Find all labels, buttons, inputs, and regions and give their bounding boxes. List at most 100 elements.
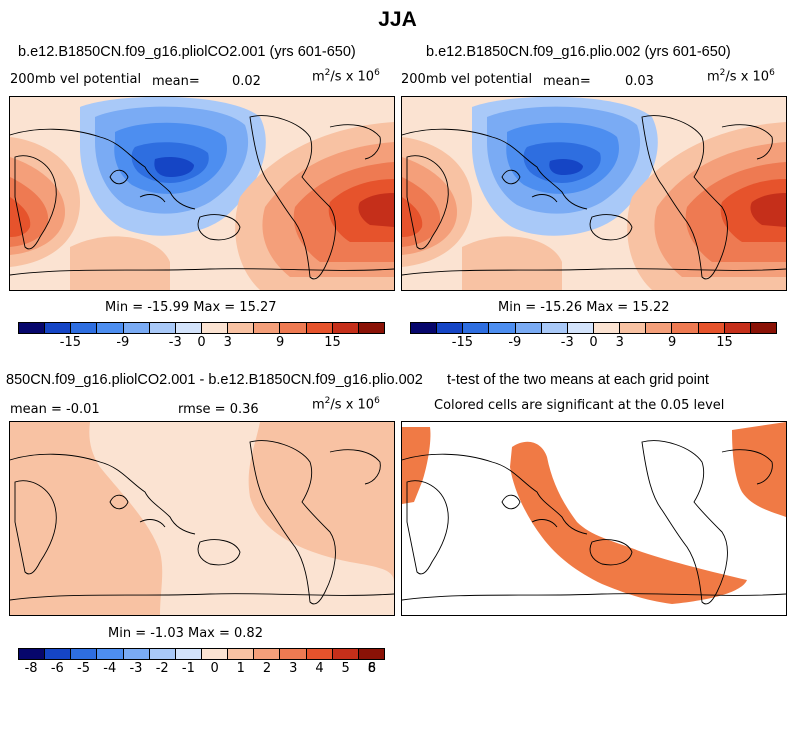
units-exp: 6 xyxy=(769,68,775,78)
panel-1-field xyxy=(10,97,394,290)
colorbar-tick-label: 6 xyxy=(367,661,377,676)
colorbar-tick-label: 0 xyxy=(210,661,219,676)
colorbar-swatch xyxy=(437,323,464,333)
colorbar-swatch xyxy=(698,323,725,333)
panel-2-title: b.e12.B1850CN.f09_g16.plio.002 (yrs 601-… xyxy=(426,44,731,60)
figure-title: JJA xyxy=(378,8,417,31)
colorbar-tick-label: 9 xyxy=(668,335,677,350)
units-tail: /s x 10 xyxy=(330,69,375,85)
colorbar-swatch xyxy=(97,323,124,333)
positive-contour xyxy=(750,193,786,227)
colorbar-tick-label: -5 xyxy=(77,661,91,676)
units-base: m xyxy=(312,397,325,413)
panel-3-map xyxy=(9,421,395,616)
colorbar-tick-label: -4 xyxy=(103,661,117,676)
colorbar-tick-label: 15 xyxy=(324,335,341,350)
panel-2-field xyxy=(402,97,786,290)
positive-contour xyxy=(462,236,562,290)
colorbar-tick-label: -3 xyxy=(129,661,143,676)
units-sup: 2 xyxy=(324,396,331,406)
units-tail: /s x 10 xyxy=(725,69,770,85)
panel-1-map xyxy=(9,96,395,291)
colorbar-swatch xyxy=(45,649,72,659)
colorbar-tick-label: 15 xyxy=(716,335,733,350)
colorbar-swatch xyxy=(254,323,281,333)
colorbar-swatch xyxy=(71,323,98,333)
colorbar-swatch xyxy=(123,649,150,659)
panel-1-mean-value: 0.02 xyxy=(232,74,261,89)
colorbar-tick-label: 9 xyxy=(276,335,285,350)
colorbar-tick-label: 0 xyxy=(197,335,206,350)
colorbar-swatch xyxy=(463,323,490,333)
colorbar-tick-label: -2 xyxy=(155,661,169,676)
colorbar-tick-label: -15 xyxy=(59,335,82,350)
colorbar-tick-label: -1 xyxy=(181,661,195,676)
panel-3-title: 850CN.f09_g16.pliolCO2.001 - b.e12.B1850… xyxy=(6,372,423,388)
colorbar-tick-label: 4 xyxy=(315,661,324,676)
colorbar-swatch xyxy=(45,323,72,333)
colorbar-tick-label: 1 xyxy=(236,661,245,676)
colorbar-swatch xyxy=(19,323,46,333)
colorbar-tick-label: -9 xyxy=(508,335,522,350)
significant-region xyxy=(402,427,431,504)
colorbar-swatch xyxy=(201,649,229,659)
colorbar-tick-label: 3 xyxy=(223,335,232,350)
panel-2-stats: Min = -15.26 Max = 15.22 xyxy=(498,300,670,315)
panel-4-map xyxy=(401,421,787,616)
colorbar-swatch xyxy=(254,649,281,659)
colorbar-swatch xyxy=(567,323,594,333)
coastlines xyxy=(10,440,394,605)
colorbar-swatch xyxy=(97,649,124,659)
colorbar-tick-label: 5 xyxy=(341,661,350,676)
colorbar-tick-label: 3 xyxy=(615,335,624,350)
colorbar-tick-label: 0 xyxy=(589,335,598,350)
panel-3-colorbar xyxy=(18,648,385,660)
positive-contour xyxy=(402,197,423,237)
panel-3-stats: Min = -1.03 Max = 0.82 xyxy=(108,626,263,641)
units-tail: /s x 10 xyxy=(330,397,375,413)
panel-1-mean-label: mean= xyxy=(152,74,200,89)
panel-1-colorbar xyxy=(18,322,385,334)
panel-4-title: t-test of the two means at each grid poi… xyxy=(447,372,709,388)
positive-contour xyxy=(358,193,394,227)
negative-diff-region xyxy=(89,422,394,615)
colorbar-tick-label: -6 xyxy=(50,661,64,676)
colorbar-swatch xyxy=(541,323,568,333)
colorbar-tick-label: 2 xyxy=(262,661,272,676)
units-sup: 2 xyxy=(719,68,726,78)
panel-2-map xyxy=(401,96,787,291)
colorbar-swatch xyxy=(19,649,46,659)
panel-1-title: b.e12.B1850CN.f09_g16.pliolCO2.001 (yrs … xyxy=(18,44,356,60)
panel-3-rmse: rmse = 0.36 xyxy=(178,402,259,417)
units-base: m xyxy=(707,69,720,85)
panel-2-variable: 200mb vel potential xyxy=(401,72,533,87)
colorbar-swatch xyxy=(724,323,751,333)
colorbar-swatch xyxy=(515,323,542,333)
colorbar-swatch xyxy=(411,323,438,333)
panel-2-units: m2/s x 106 xyxy=(707,68,775,84)
colorbar-tick-label: 8 xyxy=(367,661,377,676)
colorbar-swatch xyxy=(750,323,776,333)
colorbar-swatch xyxy=(306,649,333,659)
colorbar-tick-label: -8 xyxy=(24,661,38,676)
colorbar-swatch xyxy=(332,323,359,333)
colorbar-swatch xyxy=(280,649,307,659)
colorbar-swatch xyxy=(332,649,359,659)
colorbar-swatch xyxy=(149,323,176,333)
units-sup: 2 xyxy=(324,68,331,78)
colorbar-swatch xyxy=(123,323,150,333)
units-exp: 6 xyxy=(374,68,380,78)
colorbar-swatch xyxy=(489,323,516,333)
colorbar-swatch xyxy=(228,323,255,333)
panel-1-variable: 200mb vel potential xyxy=(10,72,142,87)
coastlines xyxy=(402,440,786,605)
colorbar-swatch xyxy=(149,649,176,659)
negative-contour xyxy=(154,157,194,177)
panel-3-mean: mean = -0.01 xyxy=(10,402,100,417)
colorbar-swatch xyxy=(175,323,202,333)
colorbar-swatch xyxy=(71,649,98,659)
panel-2-colorbar xyxy=(410,322,777,334)
significant-region xyxy=(732,422,786,517)
significant-region xyxy=(510,441,747,604)
colorbar-tick-label: -15 xyxy=(451,335,474,350)
